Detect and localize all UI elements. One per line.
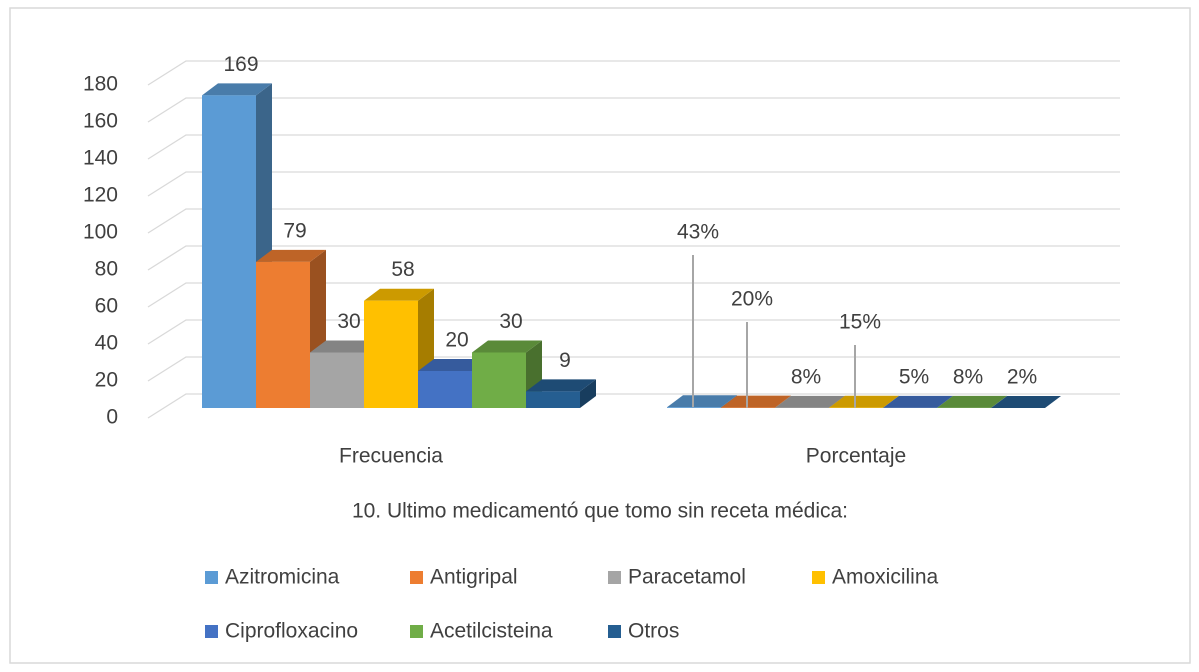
bar-face bbox=[364, 301, 418, 408]
data-label: 169 bbox=[223, 53, 258, 76]
y-tick-label: 180 bbox=[83, 73, 118, 96]
legend-swatch bbox=[410, 571, 423, 584]
y-tick-label: 100 bbox=[83, 221, 118, 244]
data-label: 8% bbox=[953, 366, 983, 389]
legend-swatch bbox=[608, 625, 621, 638]
data-label: 5% bbox=[899, 366, 929, 389]
bar-face bbox=[418, 371, 472, 408]
y-tick-label: 40 bbox=[95, 332, 118, 355]
data-label: 43% bbox=[677, 221, 719, 244]
legend-label: Paracetamol bbox=[628, 566, 746, 589]
chart-title: 10. Ultimo medicamentó que tomo sin rece… bbox=[352, 500, 848, 523]
y-tick-label: 160 bbox=[83, 110, 118, 133]
bar-face bbox=[310, 353, 364, 409]
legend-label: Ciprofloxacino bbox=[225, 620, 358, 643]
y-tick-label: 0 bbox=[106, 406, 118, 429]
legend-label: Otros bbox=[628, 620, 679, 643]
legend-label: Azitromicina bbox=[225, 566, 340, 589]
data-label: 2% bbox=[1007, 366, 1037, 389]
bar-face bbox=[256, 262, 310, 408]
bar-face bbox=[472, 353, 526, 409]
data-label: 30 bbox=[337, 310, 360, 333]
legend-swatch bbox=[205, 625, 218, 638]
legend-swatch bbox=[410, 625, 423, 638]
x-tick-label: Porcentaje bbox=[806, 445, 906, 468]
legend-label: Acetilcisteina bbox=[430, 620, 553, 643]
y-tick-label: 120 bbox=[83, 184, 118, 207]
legend-label: Antigripal bbox=[430, 566, 518, 589]
bar-face bbox=[667, 407, 721, 408]
bar-face bbox=[526, 391, 580, 408]
bar bbox=[526, 379, 596, 408]
y-tick-label: 60 bbox=[95, 295, 118, 318]
legend-swatch bbox=[812, 571, 825, 584]
y-tick-label: 140 bbox=[83, 147, 118, 170]
y-tick-label: 80 bbox=[95, 258, 118, 281]
data-label: 58 bbox=[391, 258, 414, 281]
data-label: 20 bbox=[445, 329, 468, 352]
legend-swatch bbox=[205, 571, 218, 584]
data-label: 20% bbox=[731, 288, 773, 311]
chart-border bbox=[10, 8, 1190, 663]
legend-label: Amoxicilina bbox=[832, 566, 939, 589]
data-label: 9 bbox=[559, 349, 571, 372]
x-tick-label: Frecuencia bbox=[339, 445, 443, 468]
legend-swatch bbox=[608, 571, 621, 584]
data-label: 8% bbox=[791, 366, 821, 389]
data-label: 15% bbox=[839, 311, 881, 334]
data-label: 30 bbox=[499, 310, 522, 333]
y-tick-label: 20 bbox=[95, 369, 118, 392]
data-label: 79 bbox=[283, 219, 306, 242]
bar-face bbox=[202, 95, 256, 408]
